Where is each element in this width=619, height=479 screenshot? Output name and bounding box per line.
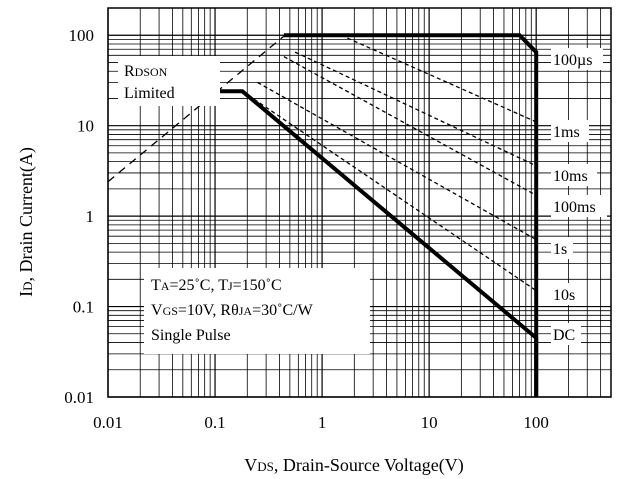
series-label-bg-10s <box>551 283 581 305</box>
series-label-bg-1s <box>551 237 573 259</box>
y-axis-title: ID, Drain Current(A) <box>16 147 37 297</box>
x-tick-label: 0.01 <box>93 413 123 432</box>
series-line-4 <box>257 81 537 241</box>
series-line-5 <box>242 90 537 292</box>
conditions-bias: VGS=10V, RθJA=30˚C/W <box>151 302 314 319</box>
x-tick-label: 10 <box>421 413 438 432</box>
series-label-bg-1ms <box>551 120 589 142</box>
rdson-label-line2: Limited <box>124 85 175 102</box>
x-tick-label: 0.1 <box>204 413 225 432</box>
x-tick-label: 1 <box>318 413 327 432</box>
cond-theta: θ <box>231 302 239 319</box>
series-label-dc: DC <box>553 327 575 344</box>
y-tick-label: 1 <box>86 207 95 226</box>
series-label-bg-100ms <box>551 195 607 217</box>
plot-frame <box>107 7 612 398</box>
x-axis-title: VDS, Drain-Source Voltage(V) <box>244 455 463 476</box>
y-tick-label: 0.01 <box>64 388 94 407</box>
series-labels: 100µs 1ms 10ms 100ms 1s 10s DC <box>551 48 607 345</box>
series-label-1s: 1s <box>553 241 567 258</box>
x-axis-title-sub: DS <box>257 459 274 474</box>
cond-gs: GS <box>163 304 178 318</box>
cond-t: T <box>151 277 161 294</box>
rdson-annotation-bg <box>118 56 220 106</box>
x-axis-title-main: V <box>244 455 257 475</box>
series-line-7 <box>107 34 286 183</box>
x-axis-title-rest: , Drain-Source Voltage(V) <box>274 455 464 476</box>
y-axis-title-sub: D <box>20 282 35 291</box>
series-line-6 <box>219 89 539 397</box>
rdson-annotation: RDSON Limited <box>118 56 220 106</box>
series-label-1ms: 1ms <box>553 124 580 141</box>
cond-eq2: =150˚C <box>233 277 282 294</box>
series-line-2 <box>294 51 537 167</box>
series-label-bg-10ms <box>551 164 597 186</box>
y-axis-title-main: I <box>16 291 36 297</box>
y-tick-label: 0.1 <box>73 298 94 317</box>
y-tick-label: 10 <box>77 117 94 136</box>
cond-eq3: =10V, R <box>178 302 232 319</box>
tick-labels: 0.01 0.1 1 10 100 0.01 0.1 1 10 100 <box>64 26 549 432</box>
x-tick-label: 100 <box>523 413 549 432</box>
conditions-pulse: Single Pulse <box>151 327 231 344</box>
series-layer <box>107 33 539 397</box>
series-line-3 <box>283 56 537 196</box>
series-label-100us: 100µs <box>553 52 592 69</box>
cond-tj: J <box>228 279 233 293</box>
series-label-bg-100us <box>551 48 603 70</box>
cond-eq4: =30˚C/W <box>252 302 313 319</box>
series-label-10ms: 10ms <box>553 168 588 185</box>
rdson-sub: DSON <box>135 65 168 79</box>
series-label-10s: 10s <box>553 287 575 304</box>
cond-v: V <box>151 302 163 319</box>
cond-ja: JA <box>239 304 253 318</box>
rdson-label-line1: RDSON <box>124 63 168 80</box>
y-tick-label: 100 <box>69 26 95 45</box>
rdson-main: R <box>124 63 135 80</box>
series-label-100ms: 100ms <box>553 199 596 216</box>
conditions-annotation: TA=25˚C, TJ=150˚C VGS=10V, RθJA=30˚C/W S… <box>144 268 370 354</box>
series-line-1 <box>340 34 537 123</box>
cond-ta: A <box>161 279 170 293</box>
y-axis-title-rest: , Drain Current(A) <box>16 147 37 281</box>
cond-eq1: =25˚C, T <box>169 277 228 294</box>
series-line-0 <box>283 33 539 397</box>
conditions-temperature: TA=25˚C, TJ=150˚C <box>151 277 282 294</box>
series-label-bg-dc <box>551 323 581 345</box>
conditions-annotation-bg <box>144 268 370 354</box>
